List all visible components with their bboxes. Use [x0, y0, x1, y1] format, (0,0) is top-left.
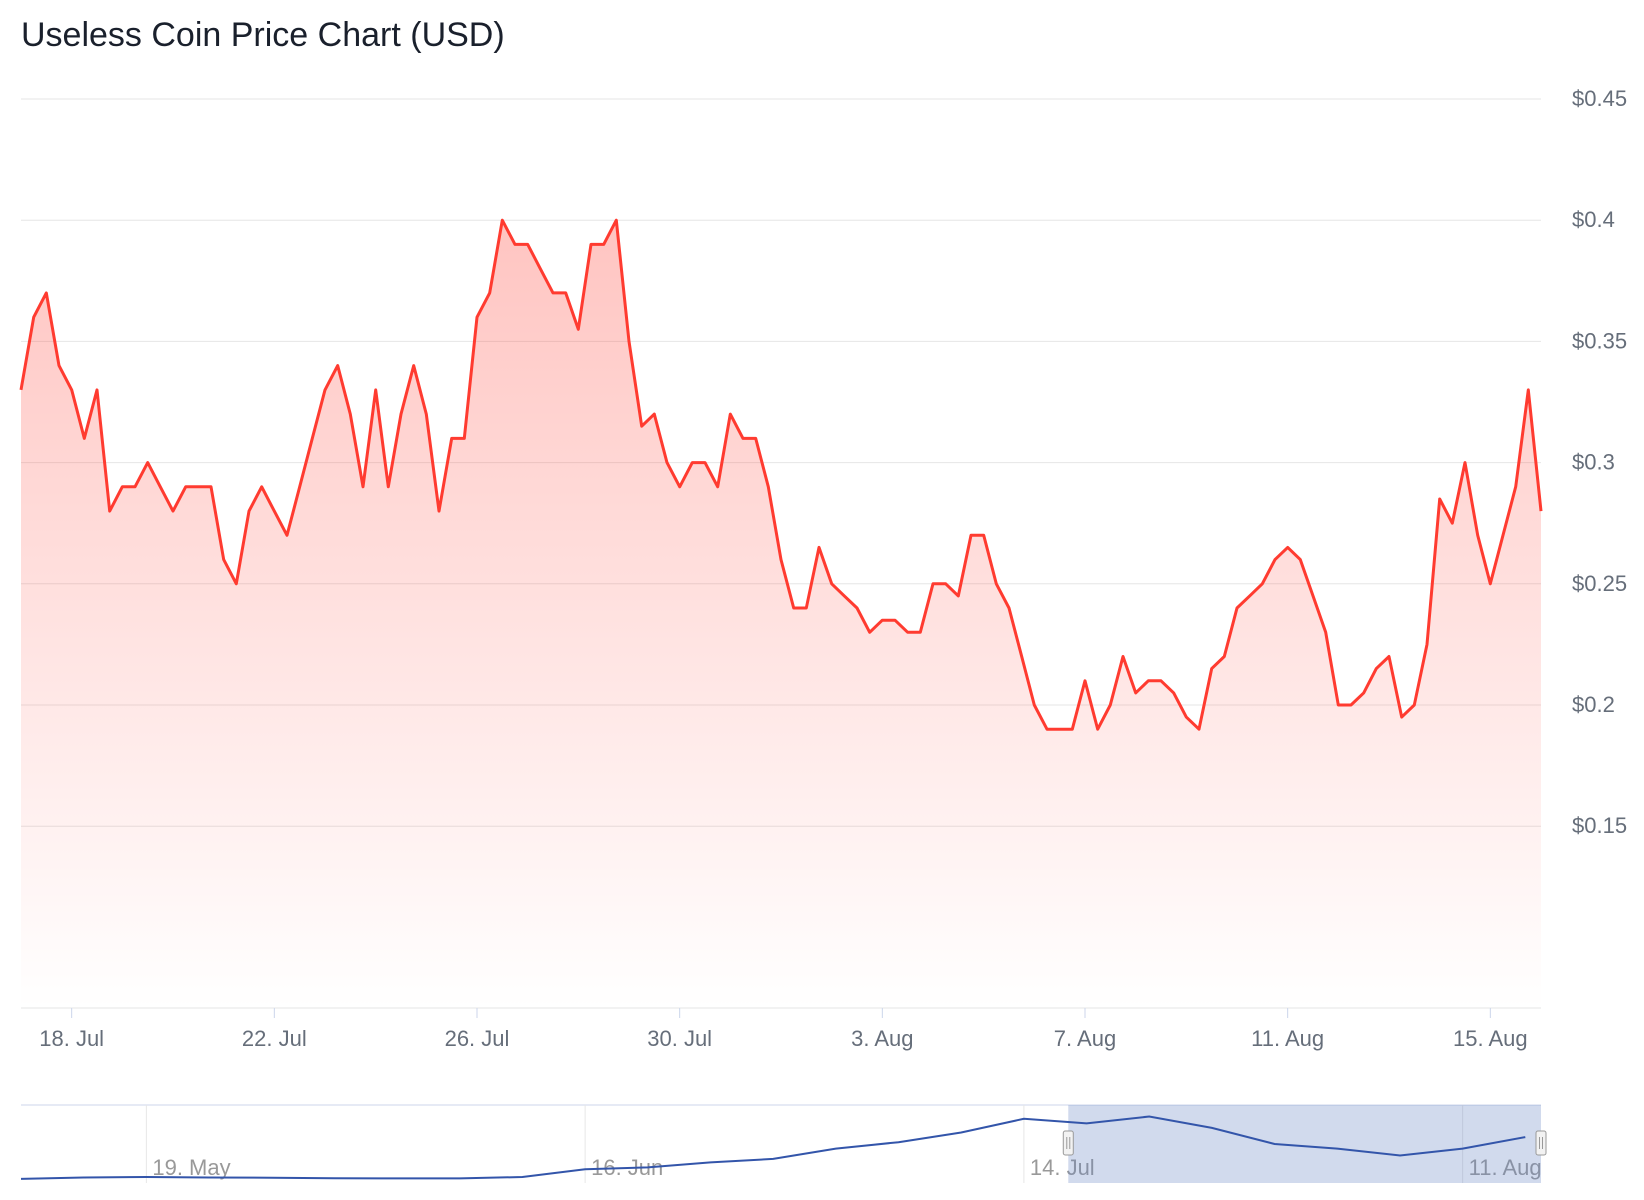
- navigator-handle: [1535, 1130, 1547, 1156]
- navigator-label: 14. Jul: [1030, 1155, 1095, 1180]
- navigator-label: 19. May: [152, 1155, 230, 1180]
- y-tick-label: $0.3: [1572, 450, 1615, 475]
- area: [21, 220, 1541, 1008]
- x-tick-label: 15. Aug: [1453, 1026, 1528, 1051]
- y-tick-label: $0.2: [1572, 692, 1615, 717]
- chart-title: Useless Coin Price Chart (USD): [21, 16, 505, 54]
- x-tick-label: 26. Jul: [445, 1026, 510, 1051]
- y-tick-label: $0.4: [1572, 207, 1615, 232]
- navigator-label: 11. Aug: [1469, 1155, 1542, 1180]
- x-tick-label: 11. Aug: [1251, 1026, 1324, 1051]
- x-tick-label: 3. Aug: [851, 1026, 913, 1051]
- y-tick-label: $0.35: [1572, 328, 1627, 353]
- price-line: [19, 218, 1543, 731]
- y-tick-label: $0.25: [1572, 571, 1627, 596]
- navigator-line: [20, 1115, 1526, 1180]
- navigator-mask: [1068, 1105, 1541, 1183]
- navigator-handle: [1062, 1130, 1074, 1156]
- x-tick-label: 18. Jul: [39, 1026, 104, 1051]
- y-tick-label: $0.45: [1572, 86, 1627, 111]
- x-tick-label: 22. Jul: [242, 1026, 307, 1051]
- x-tick-label: 7. Aug: [1054, 1026, 1116, 1051]
- y-tick-label: $0.15: [1572, 813, 1627, 838]
- x-tick-label: 30. Jul: [647, 1026, 712, 1051]
